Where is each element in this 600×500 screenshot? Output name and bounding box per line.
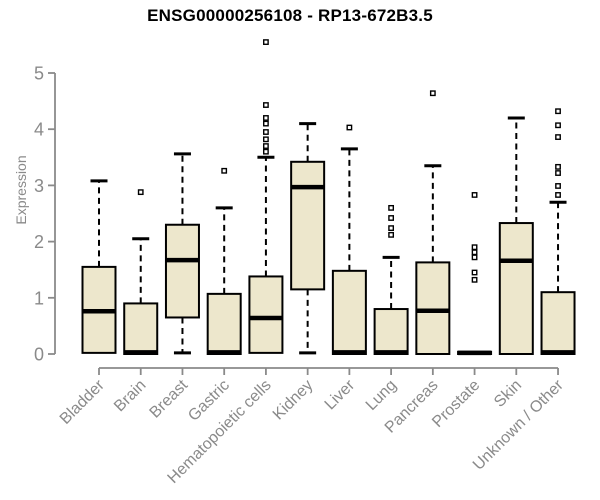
outlier-point-prostate xyxy=(471,254,478,261)
outlier-point-unknown-other xyxy=(555,108,561,115)
x-axis-label-breast: Breast xyxy=(147,376,192,421)
outlier-point-hematopoietic-cells xyxy=(263,148,269,155)
outlier-point-hematopoietic-cells xyxy=(263,143,269,149)
outlier-point-prostate xyxy=(471,249,478,256)
box-gastric xyxy=(206,292,242,355)
outlier-point-hematopoietic-cells xyxy=(263,136,269,143)
outlier-point-hematopoietic-cells xyxy=(263,120,269,127)
outlier-point-unknown-other xyxy=(555,134,561,140)
y-axis-tick-label: 0 xyxy=(34,345,44,365)
outlier-point-unknown-other xyxy=(555,183,561,189)
outlier-point-unknown-other xyxy=(555,122,561,129)
outlier-point-pancreas xyxy=(429,90,436,97)
y-axis-tick-label: 2 xyxy=(34,232,44,252)
box-kidney xyxy=(290,160,326,291)
box-liver xyxy=(331,269,367,356)
x-axis-label-kidney: Kidney xyxy=(270,377,317,424)
box-breast xyxy=(164,223,200,319)
outlier-point-liver xyxy=(346,124,353,131)
y-axis-title: Expression xyxy=(13,155,29,224)
box-hematopoietic-cells xyxy=(248,275,284,354)
outlier-point-unknown-other xyxy=(555,192,561,198)
outlier-point-hematopoietic-cells xyxy=(263,129,269,135)
outlier-point-unknown-other xyxy=(555,170,561,176)
x-axis-label-liver: Liver xyxy=(322,376,359,413)
y-axis-tick-label: 1 xyxy=(34,288,44,308)
box-skin xyxy=(498,222,534,355)
outlier-point-gastric xyxy=(221,167,228,174)
outlier-point-brain xyxy=(137,189,144,196)
outlier-point-hematopoietic-cells xyxy=(263,115,269,121)
box-pancreas xyxy=(415,261,451,356)
outlier-point-lung xyxy=(388,215,395,221)
x-axis-label-skin: Skin xyxy=(491,377,525,411)
outlier-point-prostate xyxy=(471,192,478,198)
outlier-point-prostate xyxy=(471,276,478,283)
outlier-point-hematopoietic-cells xyxy=(263,102,269,108)
y-axis-tick-label: 5 xyxy=(34,64,44,84)
outlier-point-prostate xyxy=(471,244,478,251)
box-unknown-other xyxy=(540,291,576,355)
chart-title: ENSG00000256108 - RP13-672B3.5 xyxy=(147,6,433,25)
y-axis-tick-label: 3 xyxy=(34,176,44,196)
x-axis-label-bladder: Bladder xyxy=(57,376,108,427)
outlier-point-hematopoietic-cells xyxy=(263,39,269,45)
x-axis-label-brain: Brain xyxy=(111,377,149,415)
box-brain xyxy=(123,302,159,356)
y-axis-tick-label: 4 xyxy=(34,120,44,140)
outlier-point-lung xyxy=(388,231,395,238)
outlier-point-unknown-other xyxy=(555,163,561,170)
x-axis-label-lung: Lung xyxy=(363,377,400,414)
outlier-point-prostate xyxy=(471,269,478,276)
box-lung xyxy=(373,308,409,356)
outlier-point-lung xyxy=(388,204,395,211)
outlier-point-lung xyxy=(388,225,395,232)
